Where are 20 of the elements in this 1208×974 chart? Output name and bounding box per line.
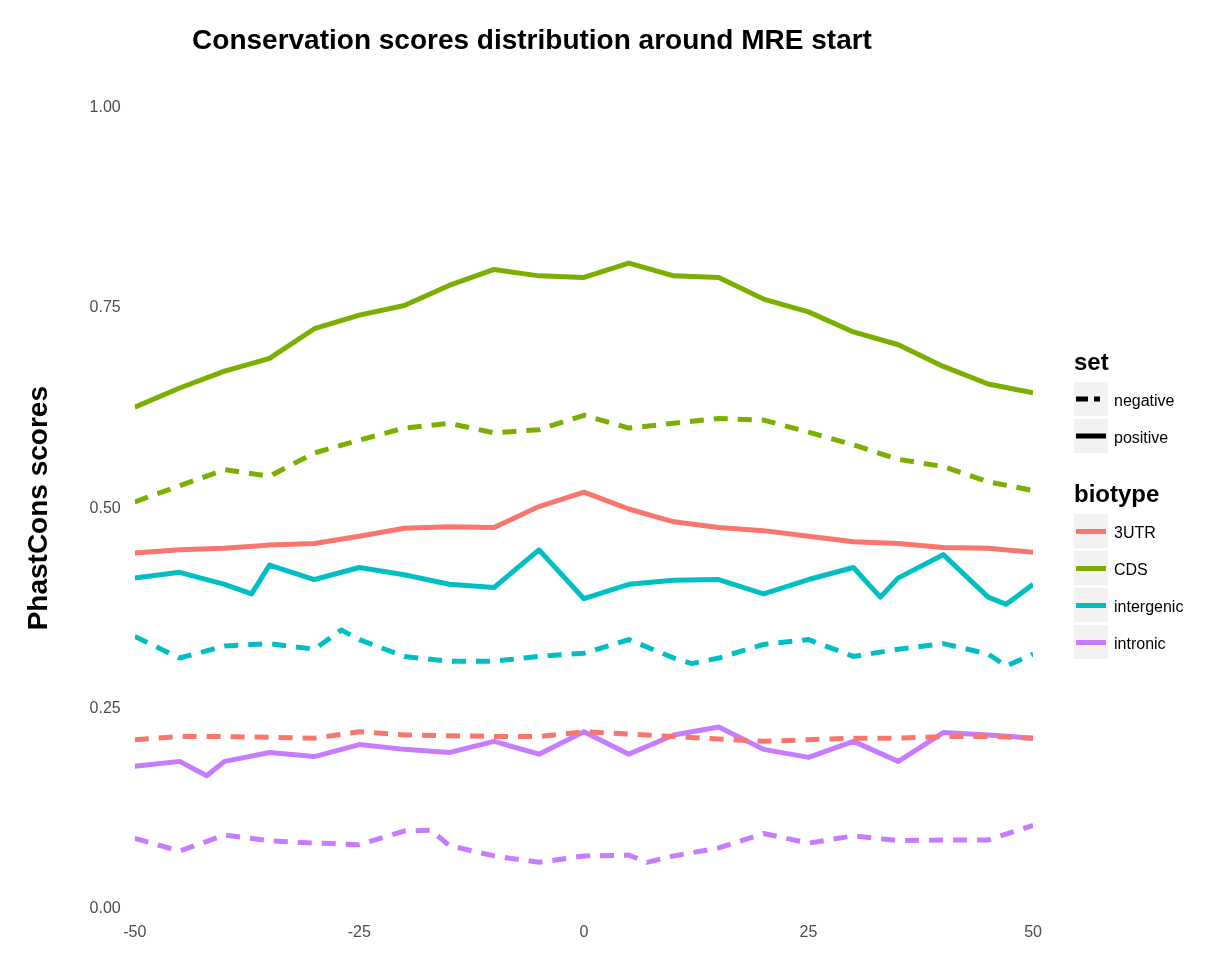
x-tick-label: 50 bbox=[1024, 922, 1043, 940]
y-axis-title: PhastCons scores bbox=[21, 386, 53, 631]
y-tick-label: 0.25 bbox=[89, 698, 121, 716]
text: positive bbox=[1114, 428, 1169, 447]
x-tick-label: -25 bbox=[347, 922, 371, 940]
legend-label: intergenic bbox=[1114, 597, 1184, 616]
x-tick-label: 25 bbox=[799, 922, 818, 940]
x-tick-label: -50 bbox=[123, 922, 147, 940]
text: negative bbox=[1114, 391, 1175, 410]
legend-label: intronic bbox=[1114, 634, 1166, 653]
y-tick-label: 0.75 bbox=[89, 298, 121, 316]
y-tick-label: 1.00 bbox=[89, 98, 121, 116]
legend-label: CDS bbox=[1114, 560, 1148, 579]
x-tick-label: 0 bbox=[579, 922, 589, 940]
legend-title: biotype bbox=[1074, 480, 1161, 508]
legend-label: 3UTR bbox=[1114, 523, 1156, 542]
y-tick-label: 0.00 bbox=[89, 899, 121, 917]
text: set bbox=[1074, 348, 1110, 376]
chart-title: Conservation scores distribution around MRE start bbox=[192, 23, 872, 55]
y-tick-label: 0.50 bbox=[89, 498, 121, 516]
